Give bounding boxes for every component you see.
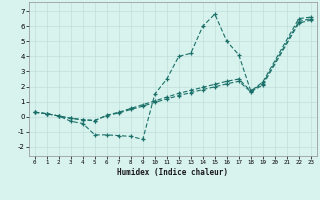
X-axis label: Humidex (Indice chaleur): Humidex (Indice chaleur) — [117, 168, 228, 177]
